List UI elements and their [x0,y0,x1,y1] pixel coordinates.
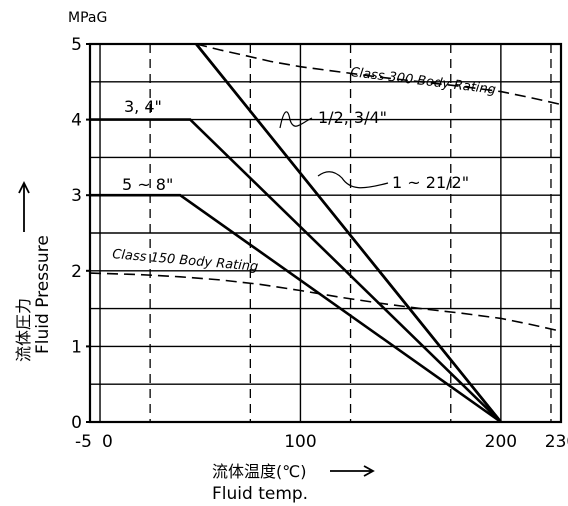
leader-half-three-quarter [279,111,313,129]
class300-label: Class 300 Body Rating [350,65,497,98]
y-tick-label: 2 [71,262,82,282]
leader-1-to-2half [317,171,389,189]
x-tick-label: -5 [75,432,92,452]
series-label-1-to-2half: 1 ~ 21/2" [392,173,469,192]
y-unit-label: MPaG [68,10,107,26]
y-axis-label-en: Fluid Pressure [33,235,53,354]
x-axis-arrow [330,465,375,477]
series-line-5-8 [90,193,502,424]
x-tick-label: 0 [102,432,113,452]
y-axis-arrow [18,180,30,232]
x-tick-label: 230 [545,432,568,452]
series-line-class-300-body-rating [196,43,562,106]
x-axis-label-en: Fluid temp. [212,484,308,504]
series-label-3-4: 3, 4" [124,97,162,116]
y-axis-label-jp: 流体圧力 [14,298,33,362]
series-lines [89,43,562,424]
y-tick-label: 3 [71,186,82,206]
y-tick-label: 0 [71,413,82,433]
y-tick-label: 4 [71,111,82,131]
plot-frame [88,42,563,424]
series-line-3-4 [90,118,502,423]
series-line-1-21-2 [195,43,502,423]
y-tick-label: 1 [71,337,82,357]
series-line-class-150-body-rating [89,272,562,333]
y-tick-label: 5 [71,35,82,55]
y-axis-label-group: 流体圧力 [14,298,33,362]
series-label-half-three-quarter: 1/2, 3/4" [318,108,387,127]
x-axis-label-jp: 流体温度(℃) [212,462,306,481]
series-label-5-8: 5 ~ 8" [122,175,173,194]
y-axis-label-en-group: Fluid Pressure [33,235,53,354]
x-tick-label: 100 [284,432,316,452]
x-tick-label: 200 [485,432,517,452]
